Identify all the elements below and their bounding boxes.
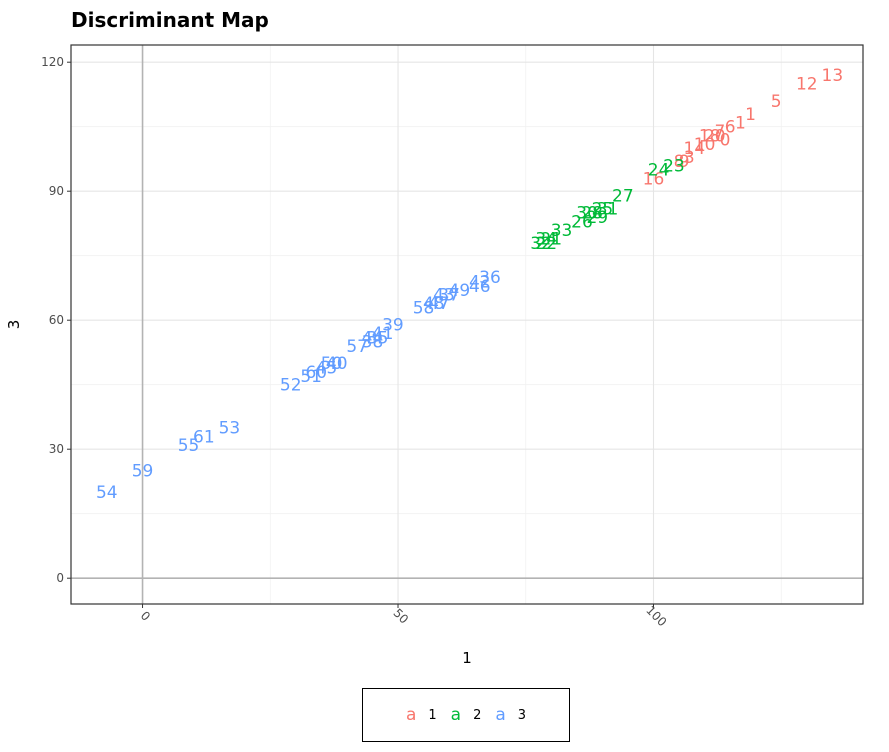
point-label: 39 [382, 316, 404, 336]
y-tick-label: 0 [56, 571, 64, 585]
point-label: 16 [643, 169, 665, 189]
legend-key: a [495, 705, 506, 725]
point-label: 35 [367, 328, 389, 348]
y-tick-label: 120 [41, 55, 64, 69]
point-label: 1 [735, 113, 746, 133]
point-label: 3 [684, 148, 695, 168]
point-label: 50 [321, 354, 343, 374]
point-label: 23 [663, 156, 685, 176]
point-label: 28 [581, 204, 603, 224]
point-label: 20 [704, 126, 726, 146]
y-tick-label: 90 [49, 184, 64, 198]
point-label: 21 [540, 230, 562, 250]
point-label: 43 [433, 285, 455, 305]
point-label: 57 [346, 337, 368, 357]
point-label: 52 [280, 376, 302, 396]
point-label: 10 [694, 135, 716, 155]
point-label: 26 [571, 212, 593, 232]
point-label: 36 [479, 268, 501, 288]
y-axis-title: 3 [5, 320, 23, 330]
point-label: 30 [576, 204, 598, 224]
point-label: 37 [438, 285, 460, 305]
point-label: 1 [745, 105, 756, 125]
y-tick-label: 60 [49, 313, 64, 327]
x-tick-label: 50 [390, 606, 411, 627]
reference-lines [71, 45, 863, 604]
point-label: 53 [219, 419, 241, 439]
x-tick-label: 0 [138, 609, 153, 624]
point-label: 51 [300, 367, 322, 387]
chart-title: Discriminant Map [71, 8, 269, 32]
point-label: 46 [469, 277, 491, 297]
point-label: 33 [551, 221, 573, 241]
point-label: 18 [699, 126, 721, 146]
plot-border [70, 44, 864, 605]
point-label: 58 [413, 298, 435, 318]
point-label: 38 [362, 333, 384, 353]
point-label: 54 [96, 483, 118, 503]
point-label: 6 [725, 118, 736, 138]
point-label: 24 [648, 161, 670, 181]
point-label: 29 [586, 208, 608, 228]
point-label: 60 [305, 363, 327, 383]
point-label: 7 [715, 122, 726, 142]
point-label: 25 [592, 199, 614, 219]
legend-label: 2 [473, 707, 482, 723]
plot-frame [70, 44, 864, 605]
point-label: 0 [720, 131, 731, 151]
point-label: 59 [132, 462, 154, 482]
point-label: 41 [372, 324, 394, 344]
legend-label: 1 [428, 707, 437, 723]
legend-label: 3 [517, 707, 527, 723]
point-label: 9 [679, 152, 690, 172]
point-label: 47 [428, 294, 450, 314]
point-label: 5 [771, 92, 782, 112]
x-axis-title: 1 [462, 649, 472, 667]
point-label: 45 [316, 359, 338, 379]
point-label: 61 [193, 427, 215, 447]
point-label: 12 [796, 75, 818, 95]
point-label: 55 [178, 436, 200, 456]
point-label: 34 [535, 230, 557, 250]
x-tick-label: 100 [643, 603, 669, 629]
point-label: 49 [449, 281, 471, 301]
legend-key: a [450, 705, 462, 725]
point-label: 44 [362, 328, 384, 348]
point-label: 32 [530, 234, 552, 254]
y-tick-label: 30 [49, 442, 64, 456]
point-label: 42 [469, 273, 491, 293]
point-label: 27 [612, 187, 634, 207]
point-label: 22 [535, 234, 557, 254]
point-label: 8 [674, 152, 685, 172]
point-label: 31 [597, 199, 619, 219]
point-label: 14 [684, 139, 706, 159]
point-label: 48 [423, 294, 445, 314]
point-label: 13 [822, 66, 844, 86]
legend-key: a [405, 705, 417, 725]
point-label: 40 [326, 354, 348, 374]
